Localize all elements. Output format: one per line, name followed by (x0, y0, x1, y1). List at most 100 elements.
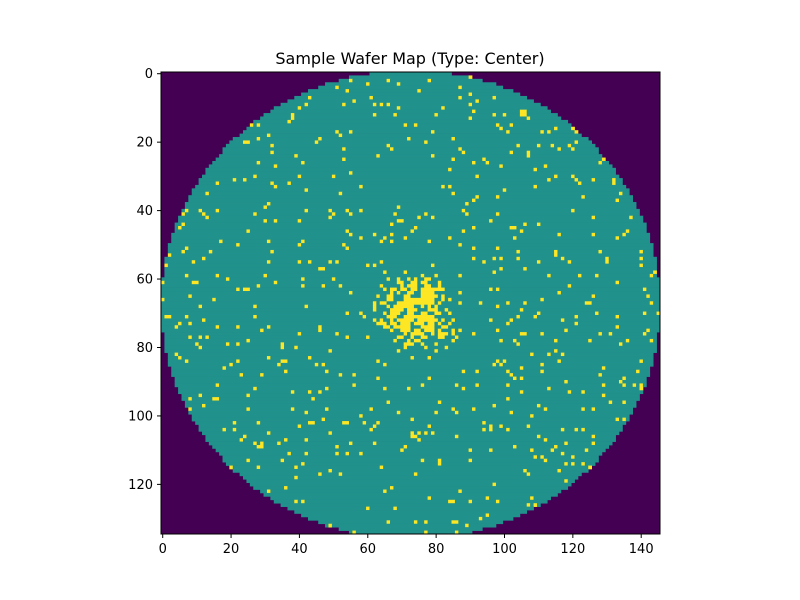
heatmap-cell-defect (420, 273, 425, 278)
heatmap-cell-defect (540, 130, 545, 134)
heatmap-cell-defect (215, 181, 220, 186)
heatmap-cell-defect (236, 342, 240, 347)
heatmap-cell-defect (376, 154, 381, 158)
wafer-map-image (161, 72, 661, 535)
heatmap-cell-defect (198, 304, 203, 309)
heatmap-cell-pass (164, 267, 319, 271)
heatmap-cell-defect (482, 157, 487, 162)
heatmap-cell-pass (458, 520, 504, 525)
heatmap-cell-defect (243, 287, 251, 292)
heatmap-cell-defect (598, 249, 603, 254)
heatmap-cell-pass (181, 321, 189, 326)
heatmap-cell-pass (164, 345, 199, 350)
heatmap-cell-pass (304, 284, 322, 288)
heatmap-cell-pass (513, 123, 572, 128)
heatmap-cell-defect (431, 215, 435, 220)
heatmap-cell-pass (342, 284, 381, 288)
heatmap-cell-pass (424, 273, 435, 278)
heatmap-cell-pass (417, 284, 425, 288)
heatmap-cell-pass (513, 318, 562, 323)
heatmap-cell-defect (519, 109, 528, 114)
heatmap-cell-pass (164, 273, 186, 278)
heatmap-cell-pass (301, 243, 343, 247)
heatmap-cell-pass (400, 205, 637, 210)
heatmap-cell-defect (417, 89, 422, 93)
y-tick-label: 100 (128, 409, 153, 424)
heatmap-cell-pass (547, 164, 613, 169)
heatmap-cell-pass (280, 441, 350, 446)
heatmap-cell-pass (208, 191, 340, 196)
heatmap-cell-pass (485, 421, 627, 425)
heatmap-cell-pass (379, 376, 428, 381)
heatmap-cell-pass (171, 232, 350, 237)
heatmap-cell-pass (413, 335, 422, 340)
heatmap-cell-defect (506, 383, 510, 388)
heatmap-cell-pass (441, 311, 449, 316)
heatmap-cell-defect (222, 427, 227, 432)
heatmap-cell-defect (424, 520, 428, 525)
heatmap-cell-pass (434, 328, 439, 333)
heatmap-cell-pass (167, 359, 186, 364)
heatmap-cell-pass (451, 311, 538, 316)
heatmap-cell-pass (519, 256, 562, 261)
heatmap-cell-pass (335, 174, 476, 179)
heatmap-cell-defect (174, 325, 179, 330)
heatmap-cell-defect (482, 260, 487, 264)
heatmap-cell-pass (263, 445, 336, 449)
heatmap-cell-pass (202, 431, 268, 436)
heatmap-cell-pass (417, 226, 473, 230)
heatmap-cell-defect (253, 314, 258, 319)
heatmap-cell-pass (280, 102, 305, 107)
heatmap-cell-pass (376, 441, 565, 446)
heatmap-cell-defect (191, 280, 199, 285)
heatmap-cell-defect (526, 472, 531, 477)
heatmap-cell-pass (260, 160, 302, 165)
heatmap-cell-defect (417, 215, 422, 220)
heatmap-cell-defect (547, 178, 551, 182)
heatmap-cell-defect (639, 256, 644, 261)
heatmap-cell-pass (509, 397, 640, 401)
heatmap-cell-pass (543, 130, 548, 134)
heatmap-cell-defect (530, 352, 534, 357)
heatmap-cell-pass (615, 181, 623, 186)
heatmap-cell-pass (386, 321, 391, 326)
heatmap-cell-pass (400, 106, 442, 110)
heatmap-cell-defect (307, 421, 316, 425)
heatmap-cell-defect (550, 143, 555, 148)
heatmap-cell-pass (526, 113, 558, 117)
heatmap-cell-pass (444, 106, 548, 110)
heatmap-cell-pass (352, 212, 394, 217)
heatmap-cell-pass (526, 267, 657, 271)
heatmap-cell-pass (191, 188, 305, 193)
heatmap-cell-pass (431, 424, 490, 429)
heatmap-cell-defect (564, 479, 569, 484)
heatmap-cell-pass (345, 243, 459, 247)
heatmap-cell-pass (184, 249, 210, 254)
heatmap-cell-pass (413, 311, 422, 316)
heatmap-cell-defect (383, 287, 387, 292)
heatmap-cell-defect (448, 167, 452, 172)
heatmap-cell-defect (318, 472, 322, 477)
heatmap-cell-defect (366, 82, 370, 87)
heatmap-cell-defect (352, 530, 357, 535)
heatmap-cell-pass (550, 352, 562, 357)
heatmap-cell-pass (485, 427, 490, 432)
heatmap-cell-pass (246, 479, 565, 484)
heatmap-cell-defect (345, 451, 350, 456)
heatmap-cell-defect (359, 311, 363, 316)
heatmap-cell-defect (386, 78, 391, 83)
heatmap-cell-defect (342, 157, 346, 162)
heatmap-cell-defect (595, 311, 599, 316)
heatmap-cell-defect (400, 287, 408, 292)
heatmap-cell-pass (208, 335, 346, 340)
heatmap-cell-pass (458, 434, 538, 439)
heatmap-cell-pass (184, 222, 391, 227)
x-tick-label: 40 (291, 542, 308, 557)
heatmap-cell-defect (564, 462, 569, 466)
heatmap-cell-pass (318, 520, 387, 525)
heatmap-cell-pass (448, 345, 657, 350)
heatmap-cell-defect (642, 311, 647, 316)
heatmap-cell-pass (181, 208, 186, 213)
heatmap-cell-pass (458, 335, 657, 340)
heatmap-cell-defect (581, 407, 586, 412)
